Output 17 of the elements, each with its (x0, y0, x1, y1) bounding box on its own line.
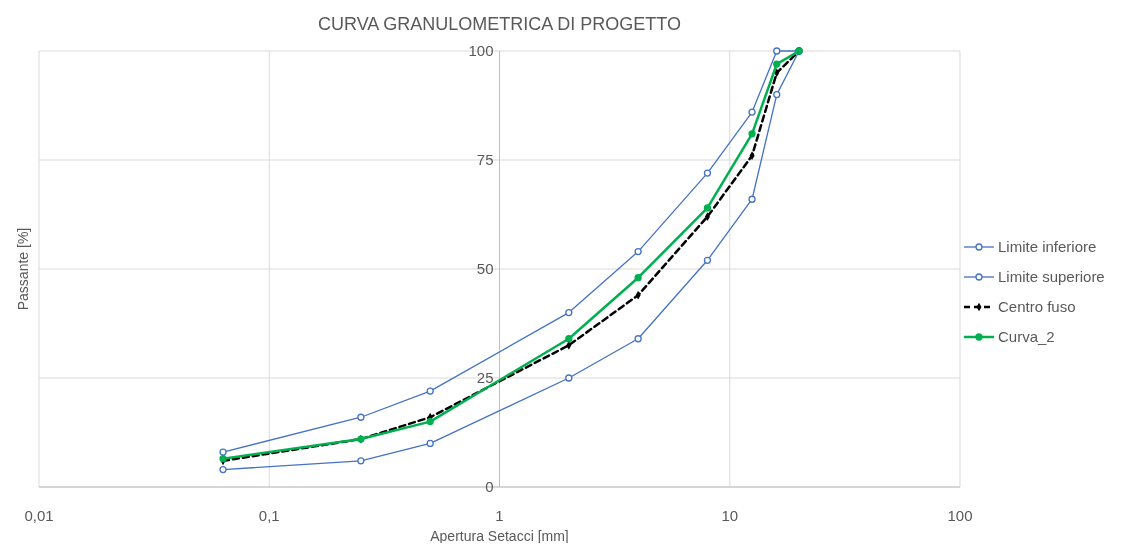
x-tick-label: 0,1 (258, 507, 280, 524)
y-axis-title: Passante [%] (15, 227, 31, 311)
legend-label: Curva_2 (998, 328, 1055, 346)
x-tick-label: 100 (947, 507, 973, 524)
legend-label: Centro fuso (998, 298, 1076, 316)
legend-label: Limite inferiore (998, 238, 1097, 256)
x-axis-title: Apertura Setacci [mm] (430, 528, 569, 544)
x-tick-label: 1 (495, 507, 504, 524)
y-tick-label: 50 (476, 260, 494, 278)
legend-label: Limite superiore (998, 268, 1105, 286)
y-tick-label: 75 (476, 151, 494, 169)
x-tick-label: 0,01 (24, 507, 54, 524)
x-tick-label: 10 (721, 507, 739, 524)
y-tick-label: 100 (468, 42, 494, 60)
y-tick-label: 25 (476, 369, 494, 387)
y-tick-label: 0 (485, 478, 494, 496)
chart-title: CURVA GRANULOMETRICA DI PROGETTO (317, 14, 682, 34)
